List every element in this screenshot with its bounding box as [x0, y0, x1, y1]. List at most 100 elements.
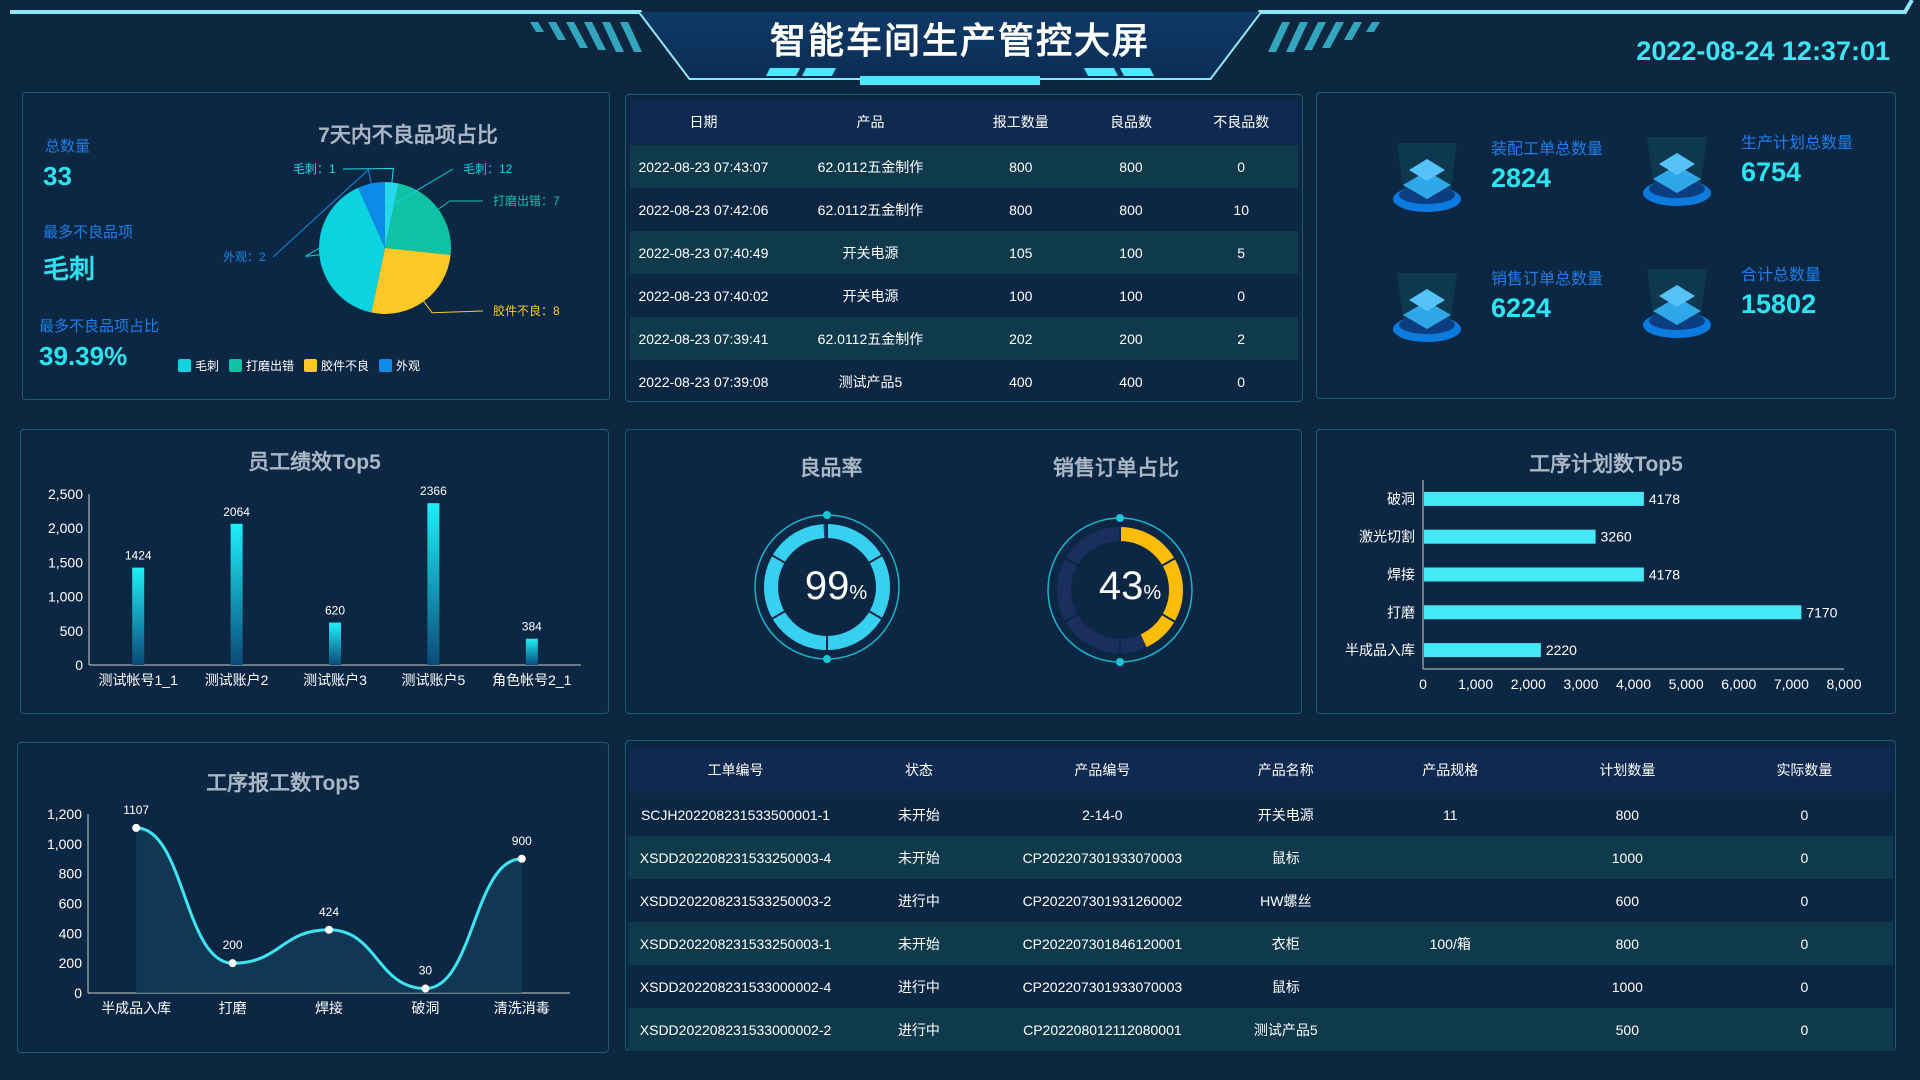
- sales-value: 43%: [1098, 564, 1162, 608]
- column-header[interactable]: 报工数量: [963, 99, 1078, 145]
- yield-gauge-dot: [823, 511, 831, 519]
- y-tick-label: 打磨: [1387, 604, 1415, 620]
- column-header[interactable]: 产品: [776, 99, 964, 145]
- column-header[interactable]: 不良品数: [1184, 99, 1298, 145]
- table-row[interactable]: XSDD202208231533250003-2 进行中 CP20220730193…: [628, 879, 1893, 922]
- datetime-display: 2022-08-24 12:37:01: [1636, 36, 1890, 66]
- bar: [427, 503, 440, 665]
- defect-title: 7天内不良品项占比: [318, 124, 498, 147]
- column-header[interactable]: 良品数: [1077, 99, 1185, 145]
- table-cell: 62.0112五金制作: [776, 317, 964, 360]
- layers-icon: [1643, 137, 1711, 206]
- bar: [1424, 491, 1644, 506]
- x-tick-label: 0: [1419, 676, 1427, 692]
- bar: [1424, 643, 1541, 658]
- table-cell: 200: [1077, 317, 1185, 360]
- table-cell: 开关电源: [842, 287, 899, 304]
- process-plan-title: 工序计划数Top5: [1529, 453, 1683, 476]
- table-row[interactable]: 2022-08-23 07:43:07 62.0112五金制作 800 800 0: [630, 145, 1298, 188]
- column-header[interactable]: 工单编号: [628, 747, 844, 793]
- header-frame: [10, 0, 1914, 85]
- bar: [1424, 529, 1596, 544]
- table-row[interactable]: 2022-08-23 07:42:06 62.0112五金制作 800 800 10: [630, 188, 1298, 231]
- table-cell: XSDD202208231533000002-2: [628, 1008, 844, 1051]
- table-row[interactable]: 2022-08-23 07:40:49 开关电源 105 100 5: [630, 231, 1298, 274]
- sales-gauge-tick: [1064, 613, 1079, 623]
- table-cell: 开关电源: [776, 231, 964, 274]
- kpi-label: 销售订单总数量: [1491, 271, 1604, 288]
- most-defect-value: 毛刺: [43, 254, 96, 284]
- bar-value-label: 4178: [1649, 567, 1680, 583]
- employee-performance-panel: 员工绩效Top5 0 500 1,000 1,500 2,000 2,500 1424 测试帐…: [20, 429, 609, 714]
- legend-label: 胶件不良: [321, 359, 370, 373]
- bar-value-label: 3260: [1601, 529, 1632, 545]
- x-tick-label: 角色帐号2_1: [492, 672, 572, 688]
- column-header[interactable]: 产品编号: [994, 747, 1210, 793]
- header: 智能车间生产管控大屏 2022-08-24 12:37:01: [0, 0, 1920, 90]
- column-header[interactable]: 日期: [630, 99, 777, 145]
- table-cell: 0: [1715, 836, 1893, 879]
- yield-gauge-dot: [823, 655, 831, 663]
- table-cell: CP202207301846120001: [994, 922, 1210, 965]
- table-row[interactable]: 2022-08-23 07:40:02 开关电源 100 100 0: [630, 274, 1298, 317]
- most-defect-ratio-label: 最多不良品项占比: [39, 318, 160, 335]
- column-header[interactable]: 产品名称: [1209, 747, 1362, 793]
- y-tick-label: 200: [59, 955, 83, 971]
- column-header[interactable]: 产品规格: [1361, 747, 1539, 793]
- pie-slice: [385, 182, 399, 248]
- process-report-panel: 工序报工数Top5 0 200 400 600 800 1,000 1,200 1107 半成品…: [17, 742, 609, 1053]
- pie-label-line: [272, 168, 372, 258]
- bar-value-label: 2366: [420, 484, 447, 498]
- x-tick-label: 5,000: [1669, 676, 1704, 692]
- table-row[interactable]: 2022-08-23 07:39:41 62.0112五金制作 202 200 2: [630, 317, 1298, 360]
- x-tick-label: 7,000: [1774, 676, 1809, 692]
- pie-label: 胶件不良：8: [493, 303, 560, 318]
- x-tick-label: 2,000: [1511, 676, 1546, 692]
- table-cell: 2022-08-23 07:39:08: [638, 373, 769, 390]
- column-header[interactable]: 计划数量: [1538, 747, 1716, 793]
- table-cell: HW螺丝: [1260, 892, 1312, 909]
- point-value-label: 200: [223, 938, 243, 952]
- table-cell: 1000: [1538, 836, 1716, 879]
- table-row[interactable]: XSDD202208231533250003-1 未开始 CP20220730184…: [628, 922, 1893, 965]
- bar-value-label: 4178: [1649, 491, 1680, 507]
- table-cell: 2022-08-23 07:40:02: [638, 287, 769, 304]
- legend-item[interactable]: 胶件不良: [304, 357, 369, 374]
- kpi-label: 装配工单总数量: [1491, 141, 1604, 158]
- table-cell: 600: [1615, 892, 1639, 909]
- table-cell: 2: [1184, 317, 1298, 360]
- table-row[interactable]: XSDD202208231533000002-4 进行中 CP20220730193…: [628, 965, 1893, 1008]
- process-report-line-chart: 0 200 400 600 800 1,000 1,200 1107 半成品入库 200 打磨 424…: [47, 803, 570, 1016]
- column-header[interactable]: 状态: [843, 747, 995, 793]
- x-tick-label: 半成品入库: [101, 1000, 171, 1016]
- bar-value-label: 2064: [223, 505, 250, 519]
- legend-item[interactable]: 外观: [379, 357, 420, 374]
- table-cell: 0: [1184, 145, 1298, 188]
- sales-gauge-tick: [1161, 613, 1176, 623]
- table-cell: XSDD202208231533250003-1: [628, 922, 844, 965]
- table-cell: CP202207301931260002: [1022, 892, 1183, 909]
- sales-gauge-dot: [1116, 514, 1124, 522]
- table-cell: [1362, 965, 1539, 1008]
- data-point: [325, 925, 333, 934]
- bar: [1424, 567, 1644, 582]
- sales-gauge-tick: [1161, 557, 1176, 567]
- process-plan-bar-chart: 0 1,000 2,000 3,000 4,000 5,000 6,000 7,000 8,00…: [1345, 480, 1862, 692]
- table-row[interactable]: 2022-08-23 07:39:08 测试产品5 400 400 0: [630, 360, 1298, 403]
- pie-legend: 毛刺 打磨出错 胶件不良 外观: [178, 357, 430, 374]
- table-cell: 1000: [1611, 978, 1643, 995]
- table-cell: 未开始: [843, 922, 995, 965]
- order-table: 工单编号 状态 产品编号 产品名称 产品规格 计划数量 实际数量 SCJH2022082315…: [628, 747, 1893, 1051]
- table-cell: 衣柜: [1209, 922, 1362, 965]
- table-cell: 2022-08-23 07:43:07: [630, 145, 777, 188]
- table-cell: [1362, 879, 1539, 922]
- pie-label-line: [438, 200, 484, 210]
- table-row[interactable]: XSDD202208231533250003-4 未开始 CP20220730193…: [628, 836, 1893, 879]
- legend-item[interactable]: 打磨出错: [229, 357, 294, 374]
- order-table-panel: 工单编号 状态 产品编号 产品名称 产品规格 计划数量 实际数量 SCJH2022082315…: [625, 740, 1896, 1051]
- table-row[interactable]: XSDD202208231533000002-2 进行中 CP20220801211…: [628, 1008, 1893, 1051]
- table-row[interactable]: SCJH20220823153350000​1-1 未开始 2-14-0 开关电源 11…: [628, 793, 1893, 836]
- column-header[interactable]: 实际数量: [1715, 747, 1893, 793]
- legend-item[interactable]: 毛刺: [178, 357, 219, 374]
- point-value-label: 30: [419, 964, 433, 978]
